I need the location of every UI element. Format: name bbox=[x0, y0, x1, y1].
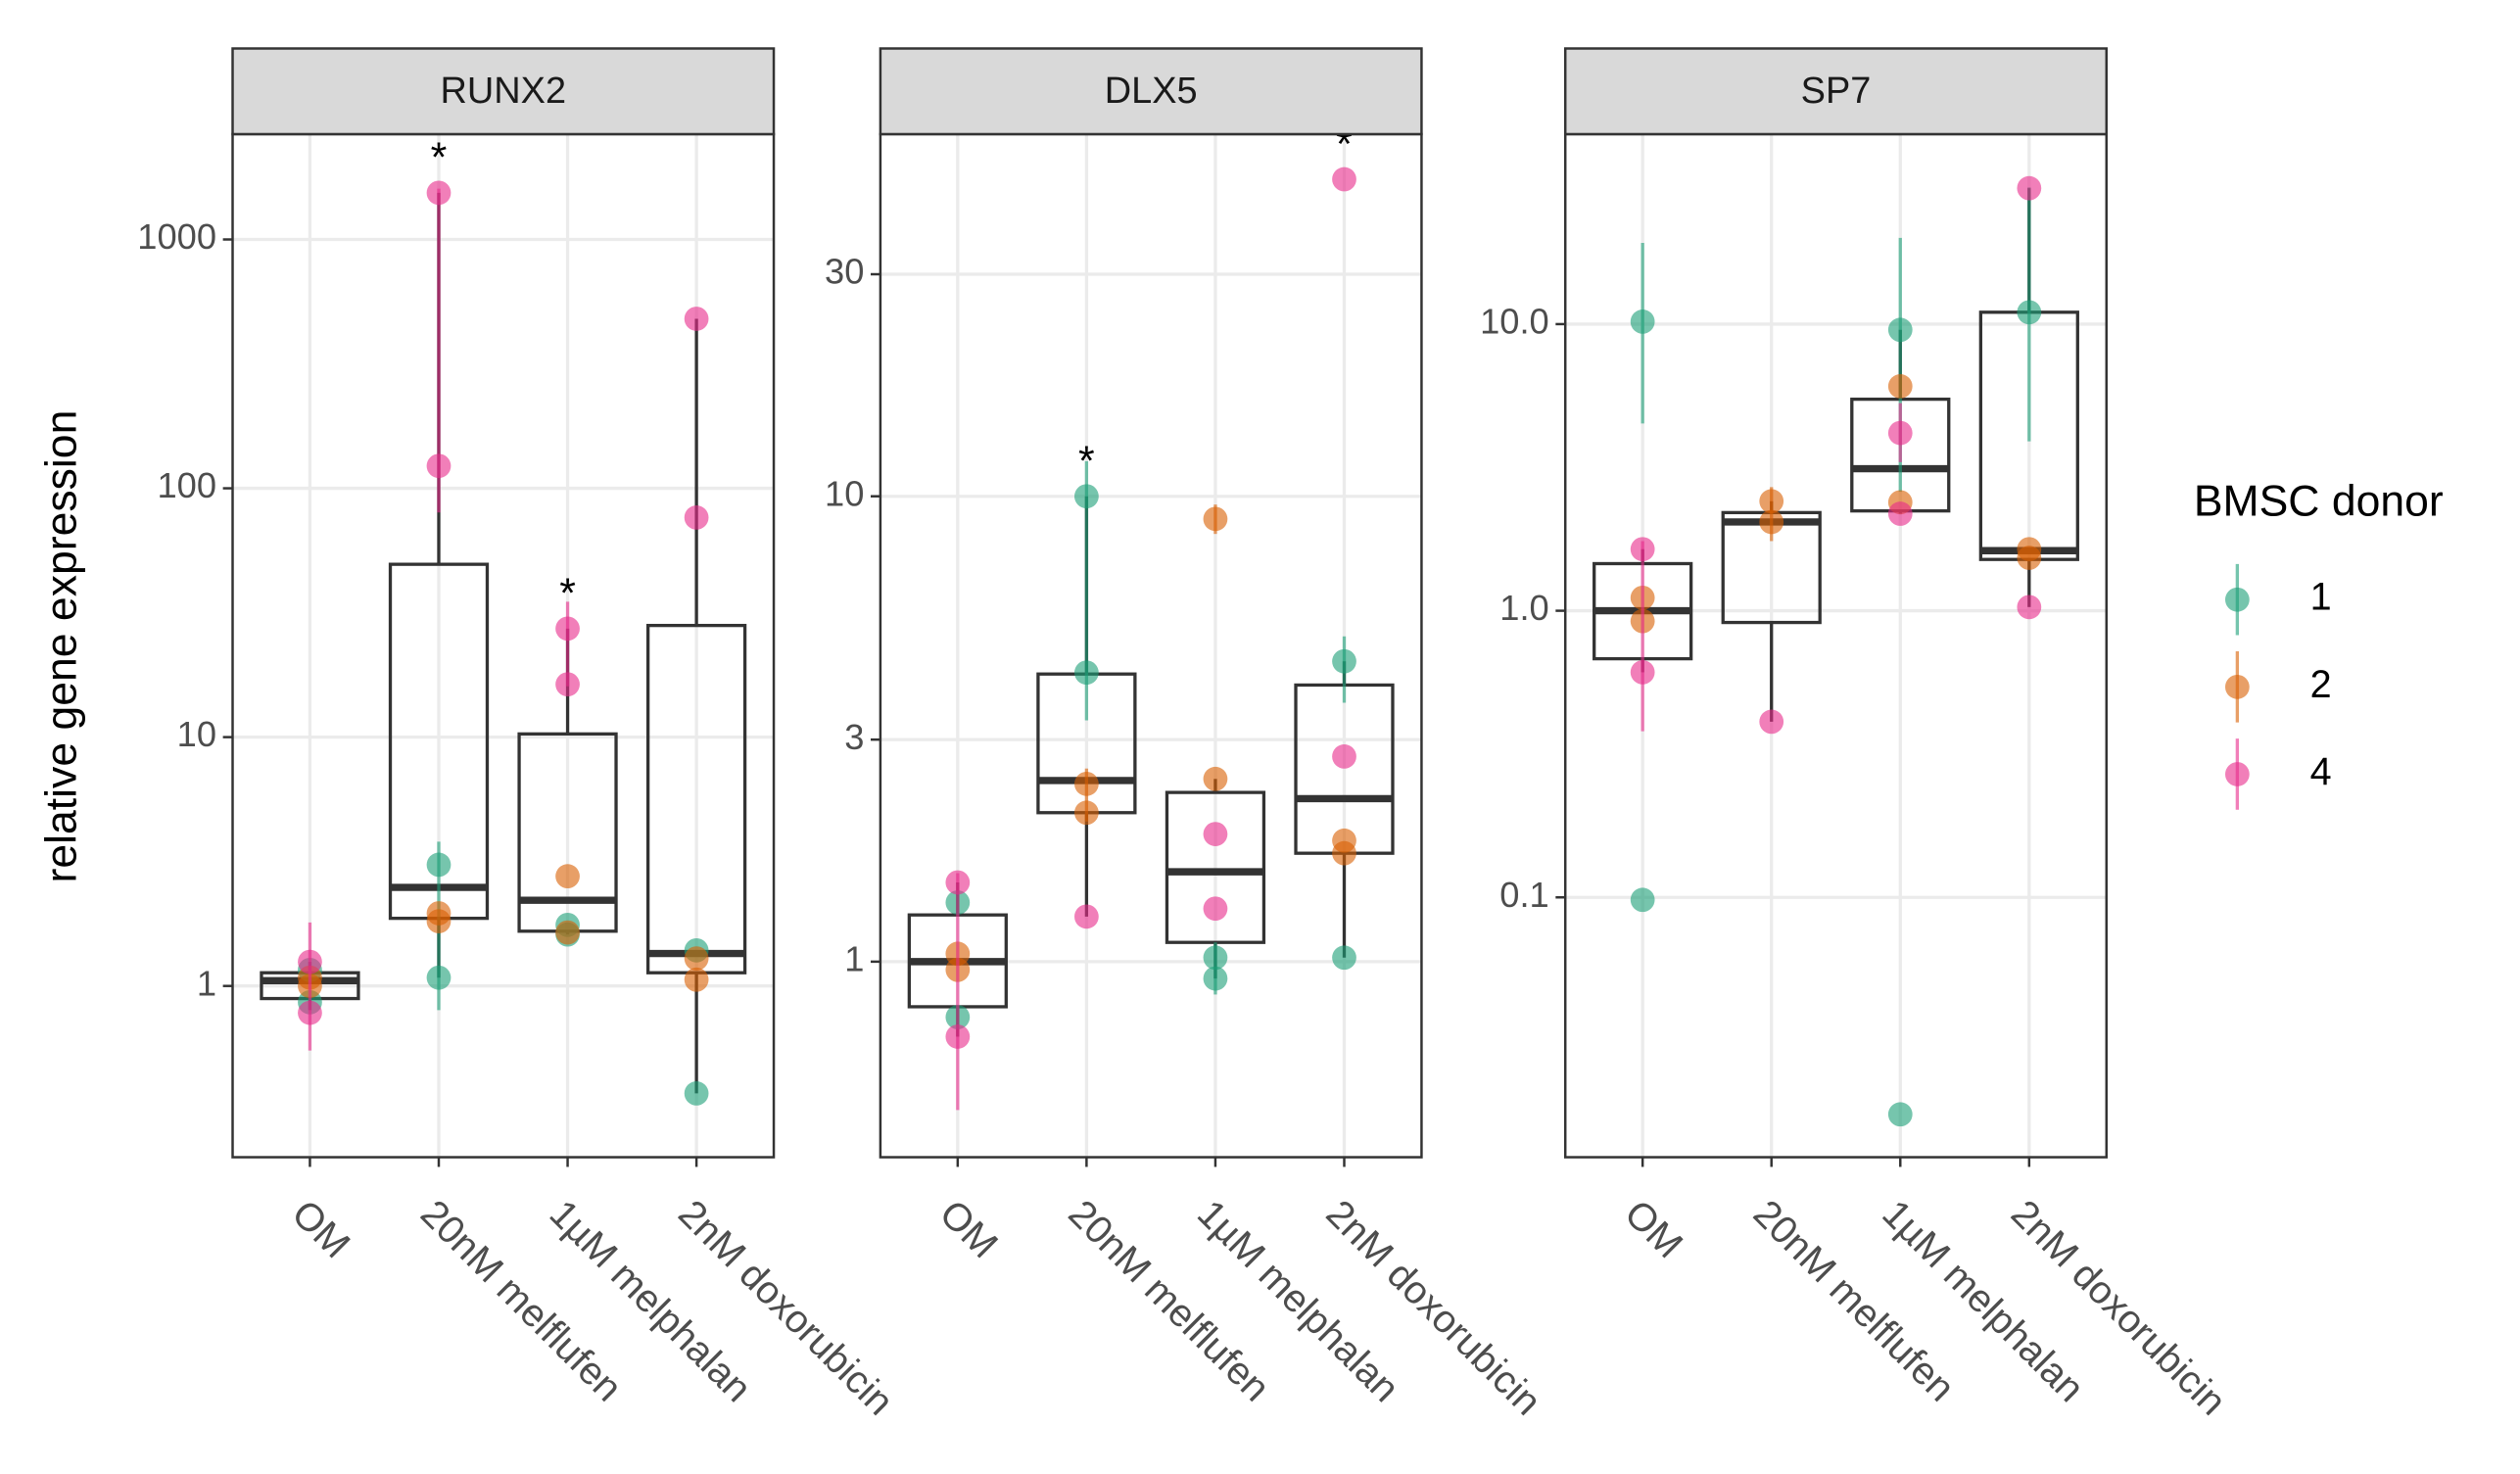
point bbox=[298, 949, 322, 975]
point bbox=[1332, 945, 1356, 971]
legend-key bbox=[2224, 762, 2250, 786]
y-tick-label: 100 bbox=[157, 465, 216, 505]
point bbox=[2017, 546, 2042, 570]
point bbox=[1887, 374, 1913, 399]
x-tick-label: OM bbox=[1616, 1192, 1690, 1266]
point bbox=[1203, 506, 1228, 532]
point bbox=[1759, 489, 1784, 514]
point bbox=[426, 852, 452, 878]
point bbox=[1887, 501, 1913, 526]
x-tick-label: OM bbox=[283, 1192, 357, 1266]
point bbox=[1887, 1102, 1913, 1127]
y-tick-label: 10.0 bbox=[1480, 302, 1549, 342]
point bbox=[1203, 896, 1228, 922]
point bbox=[1203, 766, 1228, 791]
point bbox=[1887, 317, 1913, 343]
y-tick-label: 1000 bbox=[137, 216, 216, 257]
point bbox=[1887, 420, 1913, 446]
legend-key bbox=[2224, 674, 2250, 699]
legend-label: 2 bbox=[2310, 663, 2332, 706]
significance: * bbox=[431, 134, 448, 181]
point bbox=[1203, 966, 1228, 991]
point bbox=[1759, 709, 1784, 735]
point bbox=[1074, 660, 1099, 686]
panel-background bbox=[880, 133, 1422, 1158]
point bbox=[1630, 537, 1655, 562]
point bbox=[1332, 648, 1356, 674]
strip bbox=[879, 47, 1423, 136]
point bbox=[684, 505, 709, 530]
strip-title: RUNX2 bbox=[440, 71, 566, 112]
significance: * bbox=[559, 570, 576, 617]
point bbox=[1203, 945, 1228, 971]
point bbox=[426, 965, 452, 990]
point bbox=[684, 1081, 709, 1106]
y-tick-label: 30 bbox=[825, 252, 864, 292]
panel-background bbox=[1565, 133, 2107, 1158]
y-tick-label: 1.0 bbox=[1499, 588, 1548, 628]
point bbox=[298, 1000, 322, 1025]
point bbox=[684, 946, 709, 971]
point bbox=[1074, 800, 1099, 826]
point bbox=[1630, 309, 1655, 334]
point bbox=[426, 453, 452, 479]
x-tick-label: 2nM doxorubicin bbox=[2003, 1192, 2234, 1424]
point bbox=[2017, 175, 2042, 201]
strip-title: SP7 bbox=[1801, 71, 1872, 112]
strip bbox=[231, 47, 776, 136]
point bbox=[1074, 771, 1099, 796]
point bbox=[555, 864, 580, 889]
legend-key bbox=[2224, 587, 2250, 612]
point bbox=[1332, 166, 1356, 192]
point bbox=[684, 307, 709, 331]
point bbox=[1332, 840, 1356, 866]
y-axis-label: relative gene expression bbox=[38, 410, 86, 883]
point bbox=[555, 616, 580, 642]
y-tick-label: 3 bbox=[844, 717, 864, 757]
point bbox=[555, 672, 580, 697]
y-tick-label: 1 bbox=[197, 963, 216, 1003]
point bbox=[684, 967, 709, 992]
legend-label: 1 bbox=[2310, 576, 2332, 619]
y-tick-label: 1 bbox=[844, 938, 864, 978]
y-tick-label: 10 bbox=[825, 473, 864, 513]
point bbox=[1074, 484, 1099, 509]
point bbox=[945, 870, 971, 895]
point bbox=[2017, 594, 2042, 620]
x-tick-label: OM bbox=[931, 1192, 1006, 1266]
y-tick-label: 0.1 bbox=[1499, 875, 1548, 915]
x-tick-label: 2nM doxorubicin bbox=[1318, 1192, 1549, 1424]
point bbox=[1074, 904, 1099, 929]
point bbox=[1332, 744, 1356, 769]
x-tick-label: 2nM doxorubicin bbox=[670, 1192, 901, 1424]
point bbox=[555, 920, 580, 945]
point bbox=[1203, 822, 1228, 846]
point bbox=[2017, 300, 2042, 325]
y-tick-label: 10 bbox=[177, 714, 216, 754]
point bbox=[426, 909, 452, 933]
legend-title: BMSC donor bbox=[2194, 478, 2444, 526]
strip-title: DLX5 bbox=[1105, 71, 1198, 112]
significance: * bbox=[1078, 438, 1095, 485]
point bbox=[945, 1024, 971, 1049]
point bbox=[426, 180, 452, 206]
strip bbox=[1563, 47, 2109, 136]
point bbox=[1630, 660, 1655, 685]
point bbox=[1759, 509, 1784, 535]
legend-label: 4 bbox=[2310, 750, 2332, 793]
point bbox=[1630, 887, 1655, 913]
